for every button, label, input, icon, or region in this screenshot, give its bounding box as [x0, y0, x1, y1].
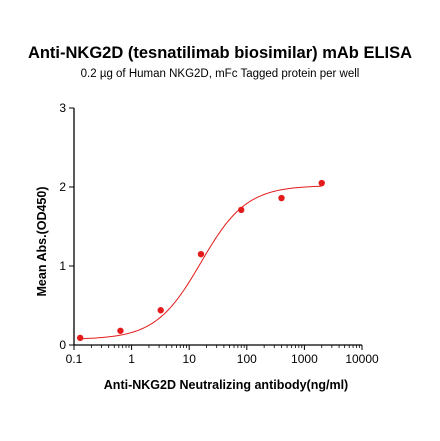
x-tick-label: 10: [183, 352, 197, 366]
x-tick-label: 1: [128, 352, 135, 366]
data-point: [157, 307, 164, 314]
chart-subtitle: 0.2 µg of Human NKG2D, mFc Tagged protei…: [80, 68, 360, 80]
x-tick-label: 100: [237, 352, 257, 366]
x-tick-label: 1000: [291, 352, 318, 366]
y-axis-label: Mean Abs.(OD450): [35, 187, 49, 297]
x-axis-label: Anti-NKG2D Neutralizing antibody(ng/ml): [104, 378, 348, 392]
data-points: [76, 179, 325, 342]
data-point: [278, 194, 285, 202]
axes: [73, 108, 362, 346]
x-tick-label: 0.1: [66, 352, 83, 366]
y-tick-label: 0: [59, 338, 66, 352]
x-axis-ticks: 0.1 1 10 100 1000 10000: [66, 345, 379, 366]
data-point: [117, 327, 124, 334]
x-tick-label: 10000: [345, 352, 379, 366]
data-point: [76, 334, 84, 342]
y-axis-ticks: 0 1 2 3: [59, 101, 74, 352]
y-tick-label: 3: [59, 101, 66, 115]
y-tick-label: 1: [59, 259, 66, 273]
chart-title: Anti-NKG2D (tesnatilimab biosimilar) mAb…: [27, 44, 413, 62]
fit-curve: [80, 185, 322, 340]
data-point: [238, 206, 245, 214]
data-point: [318, 179, 325, 187]
y-tick-label: 2: [59, 180, 66, 194]
data-point: [197, 250, 205, 258]
